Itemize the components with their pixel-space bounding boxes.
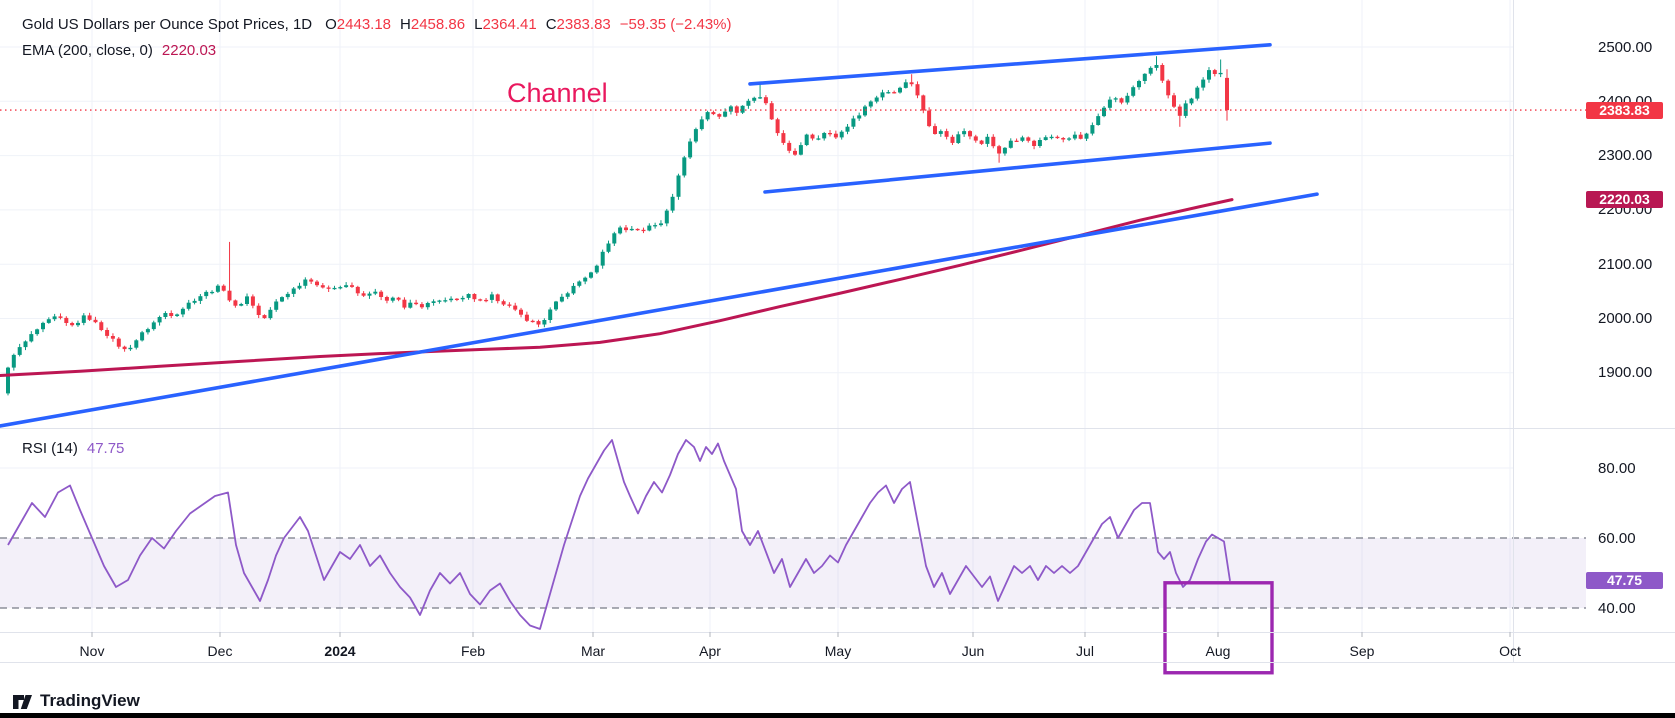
time-tick-label: Sep: [1349, 642, 1375, 659]
time-tick-label: Feb: [460, 642, 486, 659]
last-price-badge: 2383.83: [1586, 101, 1663, 119]
tradingview-logo-icon: [13, 695, 32, 709]
time-tick-label: Apr: [699, 642, 721, 659]
price-tick-label: 2300.00: [1598, 147, 1653, 165]
price-tick-label: 2000.00: [1598, 310, 1653, 327]
main-legend[interactable]: Gold US Dollars per Ounce Spot Prices, 1…: [22, 16, 732, 33]
tradingview-logo[interactable]: TradingView: [12, 690, 140, 711]
ema-legend-value: 2220.03: [161, 42, 217, 59]
time-tick-label: Jul: [1076, 642, 1094, 659]
ema-200-line: [0, 198, 1234, 377]
trendline: [0, 192, 1319, 428]
ohlc-open: O2443.18: [325, 16, 392, 33]
rsi-legend-value: 47.75: [86, 440, 125, 457]
rsi-value-badge: 47.75: [1586, 572, 1663, 590]
rsi-tick-label: 80.00: [1598, 459, 1636, 477]
rsi-legend[interactable]: RSI (14) 47.75: [22, 440, 124, 457]
time-tick-label: May: [824, 642, 852, 659]
channel-upper-line: [748, 43, 1272, 86]
ema-legend[interactable]: EMA (200, close, 0) 2220.03: [22, 42, 216, 59]
ohlc-high: H2458.86: [400, 16, 466, 33]
time-tick-label: 2024: [324, 642, 356, 659]
ohlc-low: L2364.41: [474, 16, 537, 33]
time-tick-label: Mar: [580, 642, 606, 659]
ema-legend-name: EMA (200, close, 0): [22, 42, 153, 59]
price-tick-label: 2100.00: [1598, 255, 1653, 273]
ema-price-badge: 2220.03: [1586, 190, 1663, 208]
price-change: −59.35 (−2.43%): [619, 16, 732, 33]
candlestick-series: [6, 56, 1229, 396]
rsi-tick-label: 60.00: [1598, 529, 1636, 547]
time-tick-label: Aug: [1205, 642, 1231, 659]
time-tick-label: Oct: [1499, 642, 1521, 659]
ohlc-close: C2383.83: [545, 16, 611, 33]
rsi-highlight-box: [1163, 581, 1274, 675]
channel-lower-line: [763, 141, 1272, 194]
rsi-band: [0, 538, 1586, 608]
rsi-legend-name: RSI (14): [22, 440, 78, 457]
time-tick-label: Dec: [207, 642, 233, 659]
price-tick-label: 1900.00: [1598, 364, 1653, 382]
time-tick-label: Jun: [961, 642, 985, 659]
tradingview-logo-text: TradingView: [40, 690, 140, 710]
symbol-title: Gold US Dollars per Ounce Spot Prices, 1…: [22, 16, 313, 33]
rsi-tick-label: 40.00: [1598, 599, 1636, 617]
channel-annotation-label[interactable]: Channel: [507, 78, 608, 108]
price-tick-label: 2500.00: [1598, 38, 1653, 56]
rsi-line: [7, 439, 1231, 630]
bottom-window-edge: [0, 713, 1675, 718]
time-tick-label: Nov: [79, 642, 105, 659]
